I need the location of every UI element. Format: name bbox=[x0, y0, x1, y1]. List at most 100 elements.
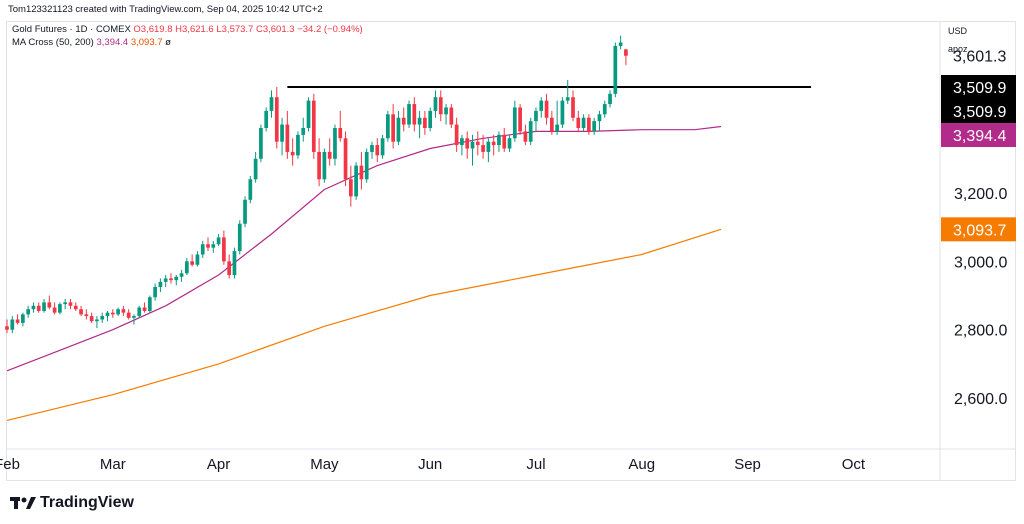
candle-body bbox=[486, 141, 491, 152]
candle-body bbox=[163, 278, 168, 282]
candle-body bbox=[126, 312, 131, 318]
candle-body bbox=[73, 305, 78, 310]
candle-body bbox=[338, 128, 343, 139]
candle-body bbox=[185, 261, 189, 274]
candle-body bbox=[259, 128, 263, 159]
candle-body bbox=[444, 107, 448, 115]
candle-body bbox=[89, 316, 94, 322]
candle-body bbox=[423, 117, 427, 128]
candle-body bbox=[417, 117, 422, 125]
candle-body bbox=[454, 124, 459, 146]
x-tick-label: Feb bbox=[0, 456, 20, 473]
y-tick-label: 2,600.0 bbox=[954, 391, 1007, 408]
candle-body bbox=[470, 141, 475, 149]
x-tick-label: Aug bbox=[628, 456, 655, 473]
candle-body bbox=[280, 124, 284, 142]
candle-body bbox=[375, 145, 380, 156]
candle-body bbox=[475, 141, 480, 146]
tradingview-logo-icon bbox=[10, 497, 36, 509]
candle-body bbox=[47, 302, 52, 308]
price-badge-bg bbox=[941, 217, 1016, 242]
candle-body bbox=[95, 319, 99, 322]
ma50-line bbox=[6, 125, 722, 372]
candle-body bbox=[243, 199, 247, 224]
candle-body bbox=[523, 131, 528, 142]
symbol-name: Gold Futures · 1D · COMEX bbox=[12, 24, 131, 35]
candle-body bbox=[232, 251, 237, 276]
candle-body bbox=[359, 165, 364, 180]
candle-body bbox=[343, 138, 348, 180]
candle-body bbox=[333, 128, 337, 159]
candle-body bbox=[36, 305, 41, 311]
legend-change: −34.2 (−0.94%) bbox=[297, 24, 363, 35]
candle-body bbox=[544, 100, 549, 118]
candle-body bbox=[597, 114, 602, 122]
scale-mode-label[interactable]: apoz bbox=[948, 44, 968, 54]
watermark-created-by: Tom123321123 created with TradingView.co… bbox=[8, 4, 323, 15]
price-badge-label: 3,093.7 bbox=[953, 222, 1006, 239]
candle-body bbox=[560, 100, 565, 125]
candle-body bbox=[576, 117, 581, 128]
candle-body bbox=[206, 244, 210, 248]
candle-body bbox=[105, 312, 110, 317]
candle-body bbox=[79, 309, 83, 315]
candle-body bbox=[216, 237, 221, 245]
candle-body bbox=[269, 97, 274, 111]
candle-body bbox=[5, 326, 9, 330]
candle-body bbox=[253, 158, 258, 180]
candle-body bbox=[460, 138, 464, 146]
candle-body bbox=[290, 151, 295, 156]
candle-body bbox=[211, 244, 216, 248]
x-tick-label: Oct bbox=[842, 456, 866, 473]
price-badge-label: 3,509.9 bbox=[953, 80, 1006, 97]
candle-body bbox=[84, 314, 89, 317]
legend-high: H3,621.6 bbox=[175, 24, 214, 35]
x-tick-label: Jun bbox=[418, 456, 442, 473]
candle-body bbox=[52, 307, 57, 313]
candle-body bbox=[58, 304, 62, 313]
candle-body bbox=[195, 254, 200, 265]
indicator-legend[interactable]: MA Cross (50, 200) 3,394.4 3,093.7 ø bbox=[12, 37, 171, 48]
legend-ma200: 3,093.7 bbox=[130, 37, 163, 48]
candle-body bbox=[348, 179, 353, 197]
candle-body bbox=[624, 49, 628, 56]
candle-body bbox=[237, 223, 242, 252]
candle-body bbox=[528, 121, 533, 142]
candle-body bbox=[364, 151, 369, 180]
candle-body bbox=[327, 151, 332, 159]
candle-body bbox=[42, 302, 46, 311]
price-badge-bg bbox=[941, 123, 1016, 148]
candle-body bbox=[147, 297, 152, 311]
legend-low: L3,573.7 bbox=[216, 24, 254, 35]
candle-body bbox=[449, 107, 454, 125]
candle-body bbox=[581, 117, 586, 128]
tradingview-logo-text: TradingView bbox=[40, 494, 134, 511]
candle-body bbox=[518, 107, 522, 132]
candle-body bbox=[142, 307, 147, 311]
x-tick-label: Jul bbox=[526, 456, 545, 473]
tradingview-logo: TradingView bbox=[10, 494, 134, 512]
y-tick-label: 2,800.0 bbox=[954, 323, 1007, 340]
currency-label[interactable]: USD bbox=[948, 26, 968, 36]
candle-body bbox=[565, 97, 570, 101]
candle-body bbox=[311, 100, 316, 152]
candle-body bbox=[174, 276, 179, 281]
x-tick-label: May bbox=[310, 456, 339, 473]
candle-body bbox=[507, 138, 512, 149]
x-tick-label: Apr bbox=[207, 456, 230, 473]
candle-body bbox=[386, 114, 390, 139]
candle-body bbox=[465, 138, 470, 149]
symbol-legend[interactable]: Gold Futures · 1D · COMEX O3,619.8 H3,62… bbox=[12, 24, 363, 35]
candle-body bbox=[491, 141, 496, 146]
candle-body bbox=[179, 273, 184, 277]
candle-body bbox=[31, 305, 36, 310]
candle-body bbox=[137, 307, 142, 317]
candle-body bbox=[274, 97, 279, 142]
candle-body bbox=[68, 302, 73, 306]
x-tick-label: Mar bbox=[100, 456, 126, 473]
candle-body bbox=[26, 309, 31, 315]
price-badge-label: 3,601.3 bbox=[953, 49, 1006, 66]
candle-body bbox=[10, 319, 15, 330]
candle-body bbox=[592, 121, 597, 132]
